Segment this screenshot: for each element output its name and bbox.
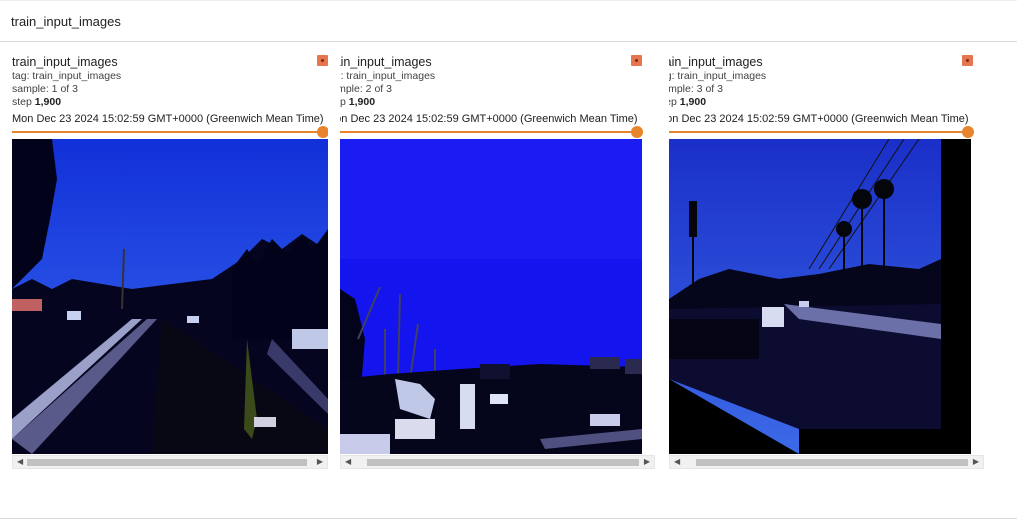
step-slider[interactable] — [12, 126, 328, 138]
image-card-1: train_input_images tag: train_input_imag… — [12, 52, 328, 472]
slider-thumb[interactable] — [962, 126, 974, 138]
image-viewport — [669, 139, 971, 454]
triangle-right-icon[interactable]: ▶ — [316, 457, 323, 466]
step-slider[interactable] — [340, 126, 643, 138]
sample-label: sample: 2 of 3 — [340, 83, 392, 95]
step-label: step 1,900 — [340, 96, 376, 108]
triangle-left-icon[interactable]: ◀ — [674, 457, 681, 466]
step-value: 1,900 — [348, 96, 376, 108]
tag-label: tag: train_input_images — [340, 70, 436, 82]
run-name: train_input_images — [340, 55, 432, 69]
training-image-street-3 — [669, 139, 971, 454]
slider-thumb[interactable] — [317, 126, 328, 138]
expand-image-icon[interactable] — [631, 55, 642, 66]
bottom-divider — [0, 518, 1017, 519]
step-label: step 1,900 — [12, 96, 62, 108]
horizontal-scrollbar[interactable]: ◀ ▶ — [669, 455, 984, 469]
card-header: train_input_images tag: train_input_imag… — [669, 52, 974, 138]
timestamp: Mon Dec 23 2024 15:02:59 GMT+0000 (Green… — [12, 113, 324, 125]
sample-label: sample: 3 of 3 — [669, 83, 723, 95]
timestamp: Mon Dec 23 2024 15:02:59 GMT+0000 (Green… — [340, 113, 638, 125]
expand-image-icon[interactable] — [962, 55, 973, 66]
tag-group-title: train_input_images — [11, 14, 121, 29]
image-viewport — [12, 139, 328, 454]
run-name: train_input_images — [669, 55, 763, 69]
horizontal-scrollbar[interactable]: ◀ ▶ — [12, 455, 328, 469]
triangle-right-icon[interactable]: ▶ — [972, 457, 979, 466]
timestamp: Mon Dec 23 2024 15:02:59 GMT+0000 (Green… — [669, 113, 969, 125]
scroll-thumb[interactable] — [367, 459, 639, 466]
sample-label: sample: 1 of 3 — [12, 83, 78, 95]
triangle-left-icon[interactable]: ◀ — [345, 457, 352, 466]
image-viewport — [340, 139, 642, 454]
training-image-street-1 — [12, 139, 328, 454]
horizontal-scrollbar[interactable]: ◀ ▶ — [340, 455, 655, 469]
step-value: 1,900 — [679, 96, 707, 108]
step-slider[interactable] — [669, 126, 974, 138]
image-card-3: train_input_images tag: train_input_imag… — [669, 52, 985, 472]
card-header: train_input_images tag: train_input_imag… — [12, 52, 328, 138]
run-name: train_input_images — [12, 55, 118, 69]
scroll-thumb[interactable] — [27, 459, 307, 466]
step-label: step 1,900 — [669, 96, 707, 108]
image-card-2: train_input_images tag: train_input_imag… — [340, 52, 656, 472]
step-value: 1,900 — [34, 96, 62, 108]
top-bar: train_input_images — [0, 0, 1017, 42]
tag-label: tag: train_input_images — [669, 70, 767, 82]
expand-image-icon[interactable] — [317, 55, 328, 66]
slider-thumb[interactable] — [631, 126, 643, 138]
training-image-street-2 — [340, 139, 642, 454]
triangle-right-icon[interactable]: ▶ — [643, 457, 650, 466]
card-header: train_input_images tag: train_input_imag… — [340, 52, 643, 138]
triangle-left-icon[interactable]: ◀ — [17, 457, 24, 466]
scroll-thumb[interactable] — [696, 459, 968, 466]
tag-label: tag: train_input_images — [12, 70, 122, 82]
